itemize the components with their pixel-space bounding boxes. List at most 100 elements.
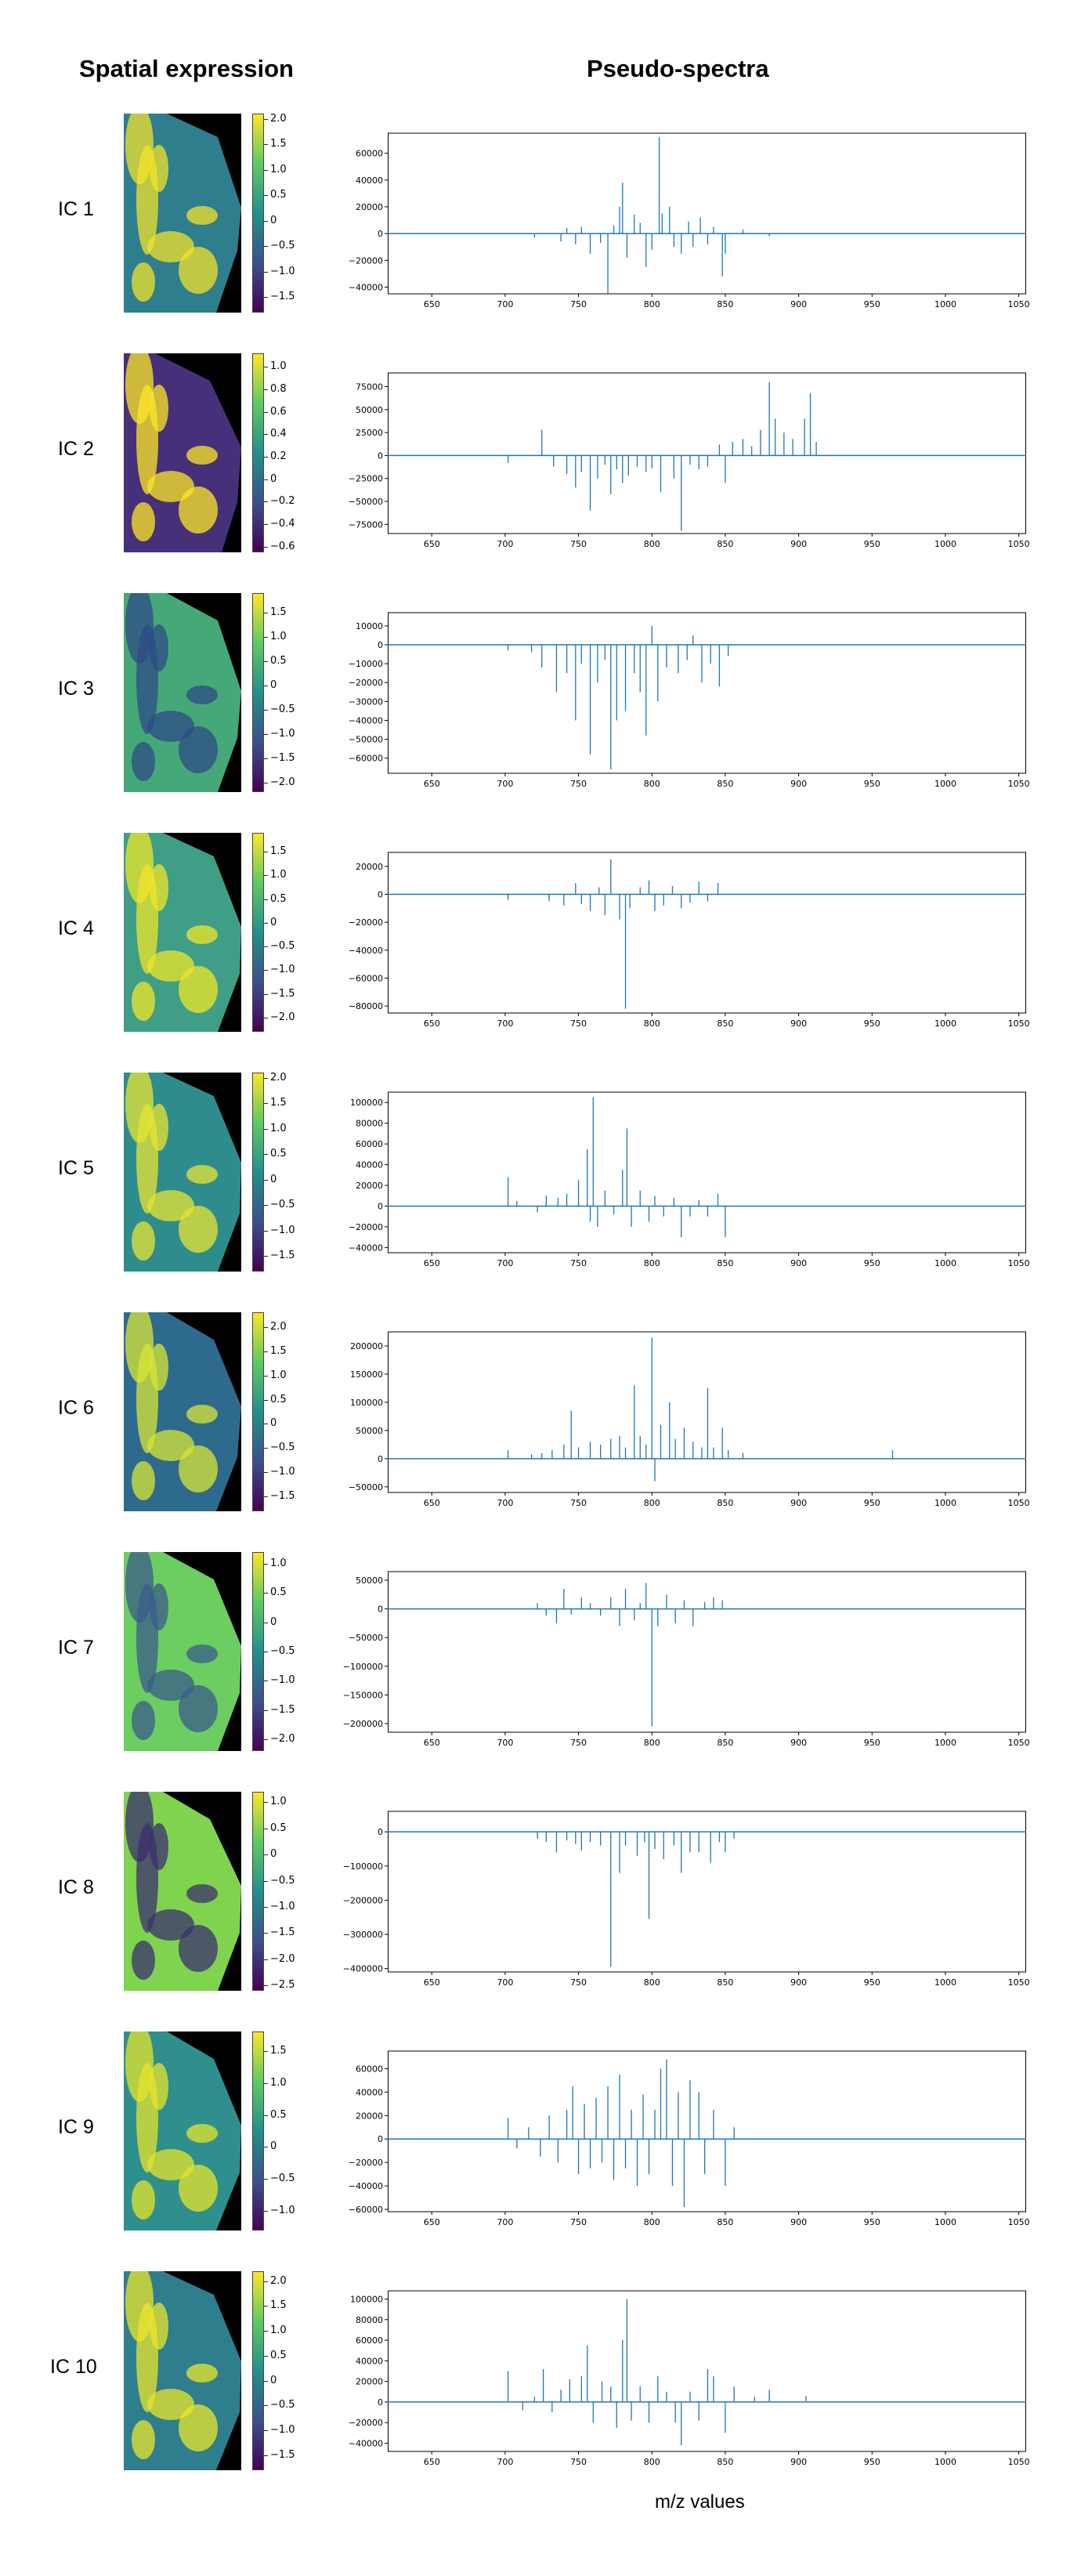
y-tick-label: 100000	[350, 1098, 383, 1108]
x-tick-label: 800	[644, 1258, 660, 1268]
colorbar-tick-mark	[264, 1854, 268, 1856]
expression-region	[147, 231, 194, 262]
expression-region	[150, 1344, 168, 1391]
x-tick-label: 750	[570, 1258, 587, 1268]
x-tick-label: 900	[790, 539, 807, 549]
colorbar-tick-label: −0.2	[270, 495, 295, 508]
x-tick-label: 1050	[1008, 1977, 1030, 1988]
colorbar-tick-mark	[264, 660, 268, 662]
y-tick-label: −400000	[343, 1964, 383, 1974]
colorbar-tick-mark	[264, 2331, 268, 2332]
plot-frame	[388, 372, 1026, 534]
colorbar-tick-label: −2.0	[270, 1952, 295, 1965]
colorbar-tick-label: 0	[270, 214, 277, 226]
colorbar-tick-label: −1.5	[270, 291, 295, 303]
y-tick-label: −300000	[343, 1930, 383, 1940]
colorbar-tick-mark	[264, 546, 268, 548]
x-tick-label: 750	[570, 299, 587, 309]
x-tick-label: 750	[570, 1738, 587, 1748]
colorbar-tick-label: 0.5	[270, 1586, 287, 1599]
spatial-map	[124, 1552, 241, 1751]
colorbar	[252, 114, 264, 313]
colorbar-tick-label: 0	[270, 2374, 277, 2386]
plot-frame	[388, 132, 1026, 295]
x-tick-label: 1050	[1008, 1738, 1030, 1748]
colorbar-tick-mark	[264, 2211, 268, 2212]
expression-region	[150, 1583, 168, 1630]
expression-region	[179, 726, 218, 773]
x-tick-label: 750	[570, 539, 587, 549]
y-tick-label: −150000	[343, 1690, 383, 1700]
x-tick-label: 1000	[934, 1018, 956, 1029]
y-tick-label: −50000	[349, 1633, 383, 1643]
ic-label: IC 2	[58, 438, 94, 460]
expression-region	[179, 2165, 218, 2212]
y-tick-label: −40000	[349, 715, 383, 725]
y-tick-label: 20000	[356, 202, 383, 212]
x-tick-label: 650	[424, 539, 440, 549]
expression-region	[132, 502, 155, 541]
expression-region	[147, 1670, 194, 1701]
colorbar-tick-label: −1.5	[270, 751, 295, 764]
expression-region	[150, 145, 168, 192]
x-tick-label: 1050	[1008, 1018, 1030, 1029]
colorbar-tick-label: 1.5	[270, 1097, 287, 1109]
x-tick-label: 1050	[1008, 299, 1030, 309]
colorbar-tick-label: 0.8	[270, 382, 287, 395]
colorbar-tick-label: 1.0	[270, 360, 287, 373]
colorbar-tick-mark	[264, 2405, 268, 2407]
x-tick-label: 900	[790, 1018, 807, 1029]
x-tick-label: 650	[424, 1258, 440, 1268]
x-tick-label: 900	[790, 2457, 807, 2467]
colorbar-tick-mark	[264, 271, 268, 273]
y-tick-label: −20000	[349, 2158, 383, 2168]
expression-region	[147, 471, 194, 502]
colorbar-tick-mark	[264, 946, 268, 948]
colorbar-tick-label: −0.5	[270, 2399, 295, 2411]
colorbar	[252, 2031, 264, 2230]
colorbar-tick-label: 2.0	[270, 1071, 287, 1084]
x-tick-label: 1000	[934, 1738, 956, 1748]
x-tick-label: 700	[497, 1498, 513, 1508]
colorbar-tick-mark	[264, 1179, 268, 1181]
expression-region	[186, 2124, 218, 2143]
x-tick-label: 1050	[1008, 1498, 1030, 1508]
y-tick-label: −80000	[349, 1001, 383, 1011]
pseudo-spectrum-chart: 20000 0 −20000 −40000 −60000 −80000 650 700 750 8…	[349, 852, 1030, 1029]
colorbar-tick-label: −1.0	[270, 727, 295, 740]
x-tick-label: 900	[790, 1498, 807, 1508]
colorbar-tick-label: 0	[270, 916, 277, 928]
spatial-map	[124, 593, 241, 792]
colorbar-tick-label: −0.5	[270, 1199, 295, 1211]
colorbar-tick-label: 1.0	[270, 163, 287, 175]
colorbar-tick-mark	[264, 457, 268, 458]
y-tick-label: 20000	[356, 1181, 383, 1191]
x-tick-label: 700	[497, 779, 513, 789]
x-tick-label: 750	[570, 2457, 587, 2467]
x-tick-label: 800	[644, 1018, 660, 1029]
plot-frame	[388, 1571, 1026, 1733]
y-tick-label: −40000	[349, 282, 383, 292]
x-tick-label: 900	[790, 299, 807, 309]
ic-label: IC 10	[50, 2356, 97, 2378]
plot-frame	[388, 1811, 1026, 1973]
x-tick-label: 650	[424, 1738, 440, 1748]
colorbar-tick-mark	[264, 118, 268, 120]
pseudo-spectra-header: Pseudo-spectra	[587, 55, 769, 82]
x-tick-label: 750	[570, 2217, 587, 2227]
colorbar-tick-label: −0.5	[270, 240, 295, 252]
y-tick-label: −40000	[349, 946, 383, 956]
colorbar-tick-mark	[264, 411, 268, 413]
expression-region	[147, 2149, 194, 2180]
colorbar-tick-mark	[264, 1256, 268, 1257]
colorbar-tick-label: 0.5	[270, 1148, 287, 1160]
y-tick-label: −200000	[343, 1719, 383, 1729]
x-tick-label: 850	[717, 1018, 733, 1029]
x-tick-label: 950	[864, 539, 880, 549]
expression-region	[179, 247, 218, 294]
x-tick-label: 850	[717, 779, 733, 789]
expression-region	[186, 925, 218, 944]
colorbar-tick-label: −1.0	[270, 265, 295, 277]
colorbar-tick-mark	[264, 1103, 268, 1105]
colorbar-tick-mark	[264, 195, 268, 197]
